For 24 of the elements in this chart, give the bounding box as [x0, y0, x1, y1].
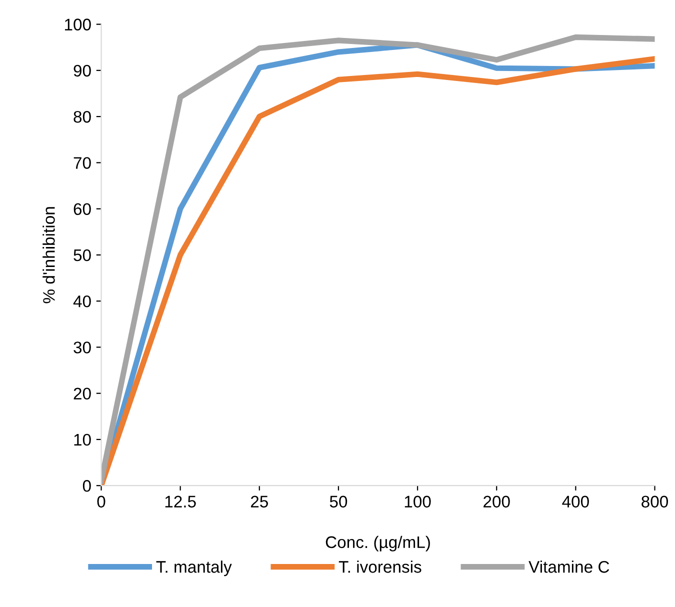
x-axis-title: Conc. (µg/mL) — [326, 536, 430, 552]
x-tick-label: 200 — [484, 496, 510, 508]
y-tick-label: 30 — [74, 342, 91, 354]
legend-label: T. ivorensis — [338, 560, 422, 573]
y-tick-label: 40 — [73, 295, 91, 308]
x-tick-label: 12.5 — [165, 496, 196, 508]
y-tick-label: 60 — [74, 203, 91, 216]
x-tick-label: 0 — [97, 496, 106, 508]
x-tick-label: 100 — [404, 496, 431, 508]
x-tick-label: 400 — [562, 496, 589, 508]
y-tick-label: 90 — [74, 64, 91, 77]
y-tick-label: 10 — [74, 434, 91, 446]
x-tick-label: 50 — [330, 496, 348, 508]
y-tick-label: 0 — [82, 480, 91, 492]
y-tick-label: 20 — [74, 388, 91, 400]
y-tick-label: 70 — [74, 157, 91, 169]
y-tick-label: 80 — [74, 110, 91, 123]
y-tick-label: 50 — [74, 249, 91, 262]
legend-label: T. mantaly — [156, 560, 232, 576]
x-tick-label: 25 — [250, 496, 268, 508]
y-axis-title: % d'inhibition — [42, 207, 55, 304]
x-tick-label: 800 — [642, 496, 668, 508]
y-tick-label: 100 — [64, 18, 91, 30]
legend-label: Vitamine C — [528, 560, 610, 573]
